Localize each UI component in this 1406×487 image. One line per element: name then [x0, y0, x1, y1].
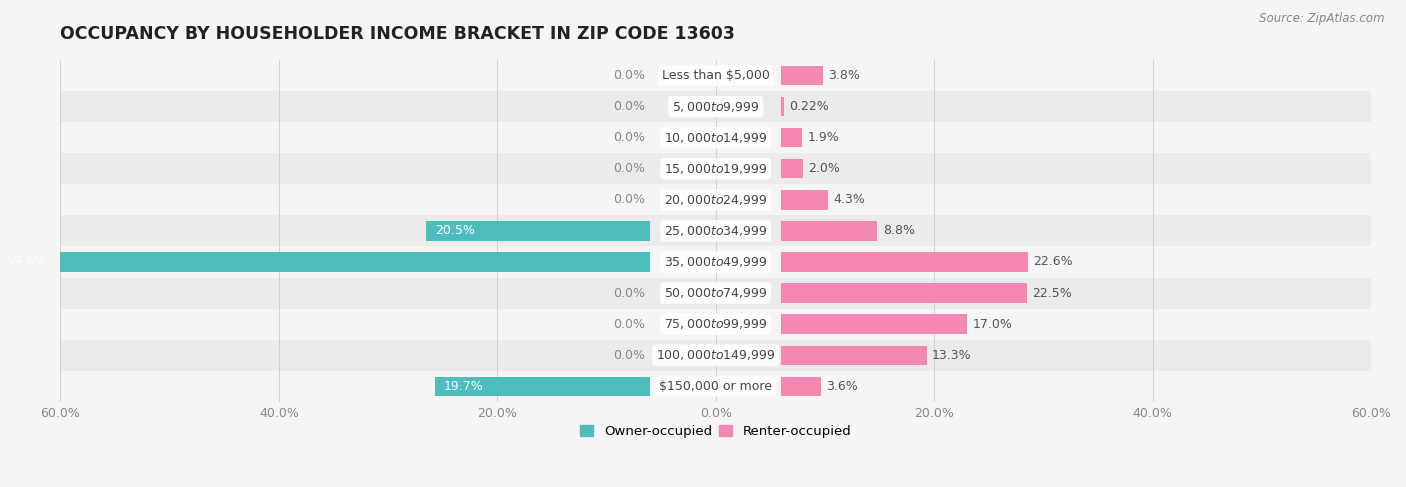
Text: 3.6%: 3.6%: [827, 380, 858, 393]
Bar: [782, 159, 803, 178]
Text: Less than $5,000: Less than $5,000: [662, 69, 769, 82]
Legend: Owner-occupied, Renter-occupied: Owner-occupied, Renter-occupied: [575, 419, 856, 443]
Text: 59.8%: 59.8%: [6, 256, 45, 268]
Bar: [782, 66, 823, 85]
Bar: [434, 376, 650, 396]
Bar: [60, 122, 1371, 153]
Bar: [426, 221, 650, 241]
Bar: [60, 309, 1371, 339]
Bar: [60, 278, 1371, 309]
Text: 17.0%: 17.0%: [973, 318, 1012, 331]
Text: $75,000 to $99,999: $75,000 to $99,999: [664, 317, 768, 331]
Bar: [60, 91, 1371, 122]
Text: 0.0%: 0.0%: [613, 286, 645, 300]
Bar: [60, 185, 1371, 215]
Text: 3.8%: 3.8%: [828, 69, 860, 82]
Text: $50,000 to $74,999: $50,000 to $74,999: [664, 286, 768, 300]
Text: 20.5%: 20.5%: [434, 225, 475, 238]
Text: 13.3%: 13.3%: [932, 349, 972, 362]
Text: $15,000 to $19,999: $15,000 to $19,999: [664, 162, 768, 176]
Bar: [60, 60, 1371, 91]
Bar: [782, 376, 821, 396]
Text: 2.0%: 2.0%: [808, 162, 841, 175]
Text: 8.8%: 8.8%: [883, 225, 915, 238]
Text: 0.0%: 0.0%: [613, 100, 645, 113]
Text: $100,000 to $149,999: $100,000 to $149,999: [657, 348, 776, 362]
Bar: [782, 190, 828, 209]
Bar: [782, 252, 1028, 272]
Bar: [60, 215, 1371, 246]
Bar: [60, 371, 1371, 402]
Text: 0.0%: 0.0%: [613, 69, 645, 82]
Bar: [782, 97, 783, 116]
Bar: [782, 221, 877, 241]
Text: 0.0%: 0.0%: [613, 162, 645, 175]
Text: Source: ZipAtlas.com: Source: ZipAtlas.com: [1260, 12, 1385, 25]
Text: $25,000 to $34,999: $25,000 to $34,999: [664, 224, 768, 238]
Text: $150,000 or more: $150,000 or more: [659, 380, 772, 393]
Bar: [782, 283, 1026, 303]
Text: 22.6%: 22.6%: [1033, 256, 1073, 268]
Bar: [60, 153, 1371, 185]
Text: OCCUPANCY BY HOUSEHOLDER INCOME BRACKET IN ZIP CODE 13603: OCCUPANCY BY HOUSEHOLDER INCOME BRACKET …: [60, 25, 735, 43]
Bar: [782, 128, 801, 148]
Text: 19.7%: 19.7%: [444, 380, 484, 393]
Text: 0.22%: 0.22%: [789, 100, 830, 113]
Text: 1.9%: 1.9%: [807, 131, 839, 144]
Text: 0.0%: 0.0%: [613, 318, 645, 331]
Text: 0.0%: 0.0%: [613, 193, 645, 206]
Text: 22.5%: 22.5%: [1032, 286, 1073, 300]
Text: $35,000 to $49,999: $35,000 to $49,999: [664, 255, 768, 269]
Text: 0.0%: 0.0%: [613, 349, 645, 362]
Bar: [0, 252, 650, 272]
Text: $20,000 to $24,999: $20,000 to $24,999: [664, 193, 768, 207]
Text: $5,000 to $9,999: $5,000 to $9,999: [672, 100, 759, 113]
Text: 0.0%: 0.0%: [613, 131, 645, 144]
Bar: [782, 346, 927, 365]
Bar: [60, 246, 1371, 278]
Bar: [60, 339, 1371, 371]
Text: $10,000 to $14,999: $10,000 to $14,999: [664, 131, 768, 145]
Bar: [782, 315, 967, 334]
Text: 4.3%: 4.3%: [834, 193, 866, 206]
